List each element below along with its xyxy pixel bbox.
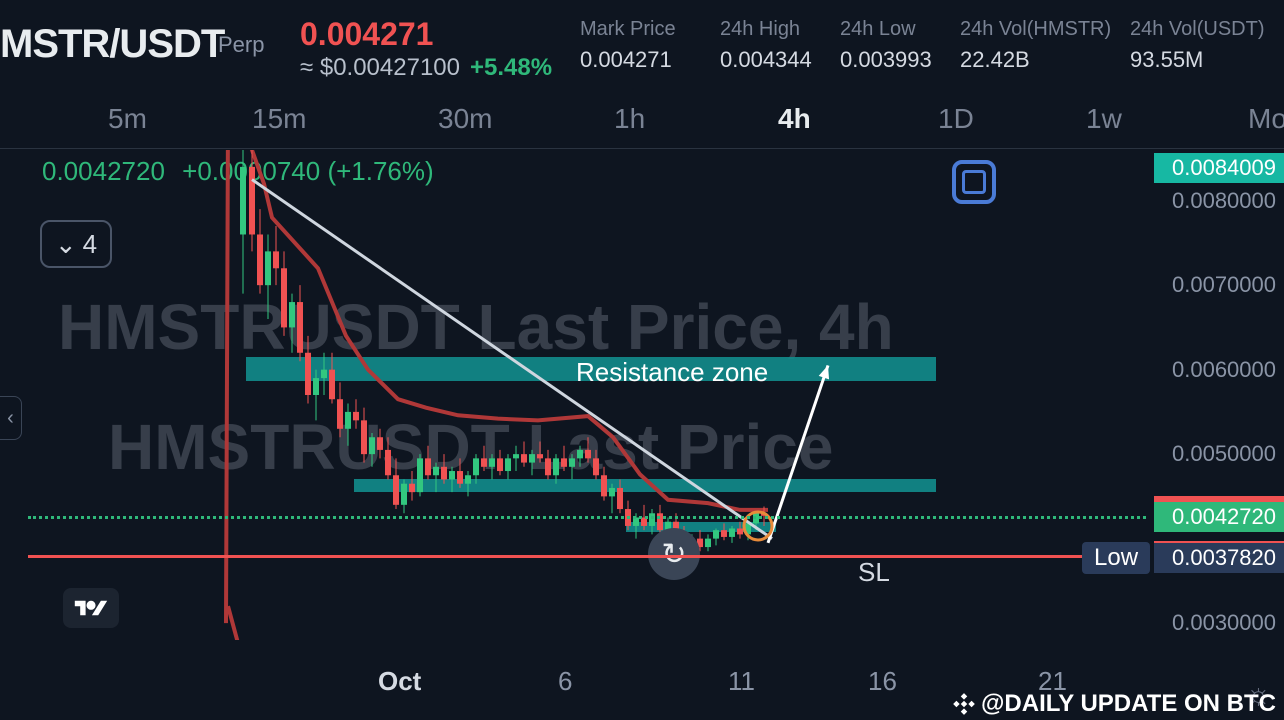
y-tick: 0.0050000 xyxy=(1172,441,1276,467)
y-price-tag: 0.0037820 xyxy=(1154,543,1284,573)
x-tick: 16 xyxy=(868,666,897,697)
y-tick: 0.0060000 xyxy=(1172,357,1276,383)
x-tick: 11 xyxy=(728,666,755,697)
timeframe-4h[interactable]: 4h xyxy=(778,103,811,135)
pair-symbol[interactable]: MSTR/USDT xyxy=(0,22,224,67)
timeframe-Mo[interactable]: Mo xyxy=(1248,103,1284,135)
timeframe-5m[interactable]: 5m xyxy=(108,103,147,135)
stat-label: 24h Vol(HMSTR) xyxy=(960,18,1111,41)
credit-watermark: @DAILY UPDATE ON BTC xyxy=(951,690,1276,718)
y-tick: 0.0080000 xyxy=(1172,188,1276,214)
fullscreen-icon[interactable] xyxy=(952,160,996,204)
last-price: 0.004271 xyxy=(300,16,433,53)
y-tick: 0.0070000 xyxy=(1172,272,1276,298)
header-stat: 24h Low 0.003993 xyxy=(840,18,932,73)
stat-label: Mark Price xyxy=(580,18,676,41)
price-change-pct: +5.48% xyxy=(470,54,552,82)
header-stat: 24h High 0.004344 xyxy=(720,18,812,73)
header-stat: Mark Price 0.004271 xyxy=(580,18,676,73)
chart-plot[interactable]: HMSTRUSDT Last Price, 4h HMSTRUSDT Last … xyxy=(28,150,1146,640)
sl-label: SL xyxy=(858,557,890,588)
timeframe-1h[interactable]: 1h xyxy=(614,103,645,135)
timeframe-1D[interactable]: 1D xyxy=(938,103,974,135)
x-tick: Oct xyxy=(378,666,421,697)
stat-label: 24h Low xyxy=(840,18,932,41)
y-axis[interactable]: 0.0080000 0.0070000 0.0060000 0.0050000 0.00… xyxy=(1154,150,1284,640)
left-panel-handle[interactable]: ‹ xyxy=(0,396,22,440)
chart-region[interactable]: HMSTRUSDT Last Price, 4h HMSTRUSDT Last … xyxy=(28,150,1284,670)
low-marker: Low xyxy=(1082,542,1150,574)
stat-value: 22.42B xyxy=(960,47,1030,72)
price-usd: ≈ $0.00427100 xyxy=(300,54,460,82)
y-price-tag: 0.0084009 xyxy=(1154,153,1284,183)
stat-value: 0.004271 xyxy=(580,47,672,72)
y-tick: 0.0030000 xyxy=(1172,610,1276,636)
header-stat: 24h Vol(HMSTR) 22.42B xyxy=(960,18,1111,73)
stat-value: 0.004344 xyxy=(720,47,812,72)
stat-value: 0.003993 xyxy=(840,47,932,72)
current-price-line xyxy=(28,516,1146,519)
timeframe-row: 5m 15m 30m 1h 4h 1D 1w Mo xyxy=(0,95,1284,145)
stat-value: 93.55M xyxy=(1130,47,1203,72)
stop-loss-line[interactable] xyxy=(28,555,1146,558)
timeframe-30m[interactable]: 30m xyxy=(438,103,492,135)
y-price-tag: 0.0042720 xyxy=(1154,502,1284,532)
stat-label: 24h High xyxy=(720,18,812,41)
timeframe-1w[interactable]: 1w xyxy=(1086,103,1122,135)
price-chart-svg xyxy=(28,150,1146,640)
tradingview-logo[interactable] xyxy=(63,588,119,628)
stat-label: 24h Vol(USDT) xyxy=(1130,18,1265,41)
x-tick: 6 xyxy=(558,666,572,697)
separator xyxy=(0,148,1284,149)
credit-text: @DAILY UPDATE ON BTC xyxy=(981,690,1276,718)
contract-type: Perp xyxy=(218,32,264,58)
binance-icon xyxy=(951,691,977,717)
header: MSTR/USDT Perp 0.004271 ≈ $0.00427100 +5… xyxy=(0,0,1284,90)
header-stat: 24h Vol(USDT) 93.55M xyxy=(1130,18,1265,73)
zone-label: Resistance zone xyxy=(576,357,768,388)
timeframe-15m[interactable]: 15m xyxy=(252,103,306,135)
